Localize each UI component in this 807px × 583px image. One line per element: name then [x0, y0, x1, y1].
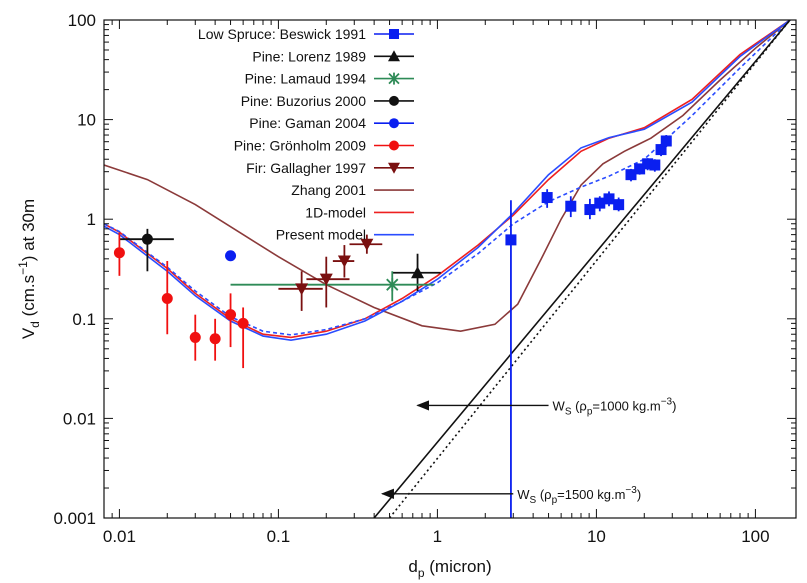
series-line-present-model: [104, 20, 791, 342]
annotation-label: WS (ρp=1500 kg.m−3): [517, 485, 641, 506]
series-line-guide-111111: [373, 20, 791, 518]
data-point-low-spruce-beswick-1991: [565, 200, 577, 212]
legend-label-pine-gaman-2004: Pine: Gaman 2004: [249, 115, 366, 131]
series-line-guide-111111-dashed: [388, 20, 791, 518]
legend-label-zhang-2001: Zhang 2001: [291, 182, 366, 198]
data-point-low-spruce-beswick-1991: [660, 135, 672, 147]
legend-label-low-spruce-beswick-1991: Low Spruce: Beswick 1991: [198, 26, 366, 42]
legend-label-pine-lamaud-1994: Pine: Lamaud 1994: [245, 71, 367, 87]
data-point-fir-gallagher-1997: [337, 255, 351, 268]
data-point-low-spruce-beswick-1991: [584, 204, 596, 216]
legend-label-pine-lorenz-1989: Pine: Lorenz 1989: [252, 48, 366, 64]
data-point-low-spruce-beswick-1991: [642, 158, 654, 170]
legend-marker-pine-lamaud-1994: [388, 72, 400, 85]
data-point-pine-gr-nholm-2009: [113, 247, 125, 259]
legend-marker-low-spruce-beswick-1991: [389, 29, 399, 39]
y-tick-label: 0.1: [72, 310, 96, 329]
x-tick-label: 0.01: [103, 527, 136, 546]
data-point-fir-gallagher-1997: [319, 273, 333, 286]
data-point-pine-gr-nholm-2009: [209, 333, 221, 345]
data-point-pine-lorenz-1989: [411, 266, 425, 279]
data-point-fir-gallagher-1997: [360, 238, 374, 251]
legend-label-fir-gallagher-1997: Fir: Gallagher 1997: [246, 160, 366, 176]
series-line-1d-model: [104, 20, 791, 339]
data-point-low-spruce-beswick-1991: [541, 192, 553, 204]
y-tick-label: 100: [68, 11, 96, 30]
data-point-pine-buzorius-2000: [141, 233, 153, 245]
legend-marker-pine-gr-nholm-2009: [389, 140, 399, 151]
y-tick-label: 10: [77, 111, 96, 130]
data-point-pine-gr-nholm-2009: [161, 292, 173, 304]
legend-label-present-model: Present model: [276, 227, 366, 243]
legend-marker-pine-lorenz-1989: [388, 50, 400, 62]
annotation-label: WS (ρp=1000 kg.m−3): [553, 396, 677, 417]
data-point-pine-gaman-2004: [225, 250, 237, 262]
legend-marker-pine-gaman-2004: [389, 118, 399, 129]
data-point-low-spruce-beswick-1991: [594, 197, 606, 209]
y-tick-label: 0.01: [63, 409, 96, 428]
data-point-low-spruce-beswick-1991: [649, 159, 661, 171]
data-point-pine-lamaud-1994: [386, 278, 399, 292]
x-tick-label: 100: [741, 527, 769, 546]
y-axis-label: Vd (cm.s−1) at 30m: [16, 199, 42, 339]
legend-label-pine-buzorius-2000: Pine: Buzorius 2000: [241, 93, 367, 109]
legend-marker-pine-buzorius-2000: [389, 95, 399, 106]
x-tick-label: 1: [433, 527, 442, 546]
legend-label-pine-gr-nholm-2009: Pine: Grönholm 2009: [234, 138, 367, 154]
legend-label-1d-model: 1D-model: [305, 204, 366, 220]
x-tick-label: 0.1: [267, 527, 291, 546]
y-tick-label: 1: [87, 210, 96, 229]
data-point-pine-gr-nholm-2009: [237, 317, 249, 329]
data-point-pine-gr-nholm-2009: [225, 309, 237, 321]
data-point-pine-gr-nholm-2009: [189, 331, 201, 343]
series-line-guide-2a4cff-dashed: [104, 20, 791, 336]
series-line-zhang-2001: [104, 20, 791, 333]
data-point-low-spruce-beswick-1991: [613, 199, 625, 211]
plot-frame: [103, 19, 797, 519]
y-tick-label: 0.001: [53, 509, 96, 528]
data-point-low-spruce-beswick-1991: [505, 234, 517, 246]
data-point-low-spruce-beswick-1991: [655, 144, 667, 156]
data-point-low-spruce-beswick-1991: [603, 193, 615, 205]
legend-marker-fir-gallagher-1997: [388, 162, 400, 174]
data-point-fir-gallagher-1997: [295, 283, 309, 296]
data-point-low-spruce-beswick-1991: [625, 169, 637, 181]
x-tick-label: 10: [587, 527, 606, 546]
x-axis-label: dp (micron): [408, 557, 491, 580]
data-point-low-spruce-beswick-1991: [634, 163, 646, 175]
